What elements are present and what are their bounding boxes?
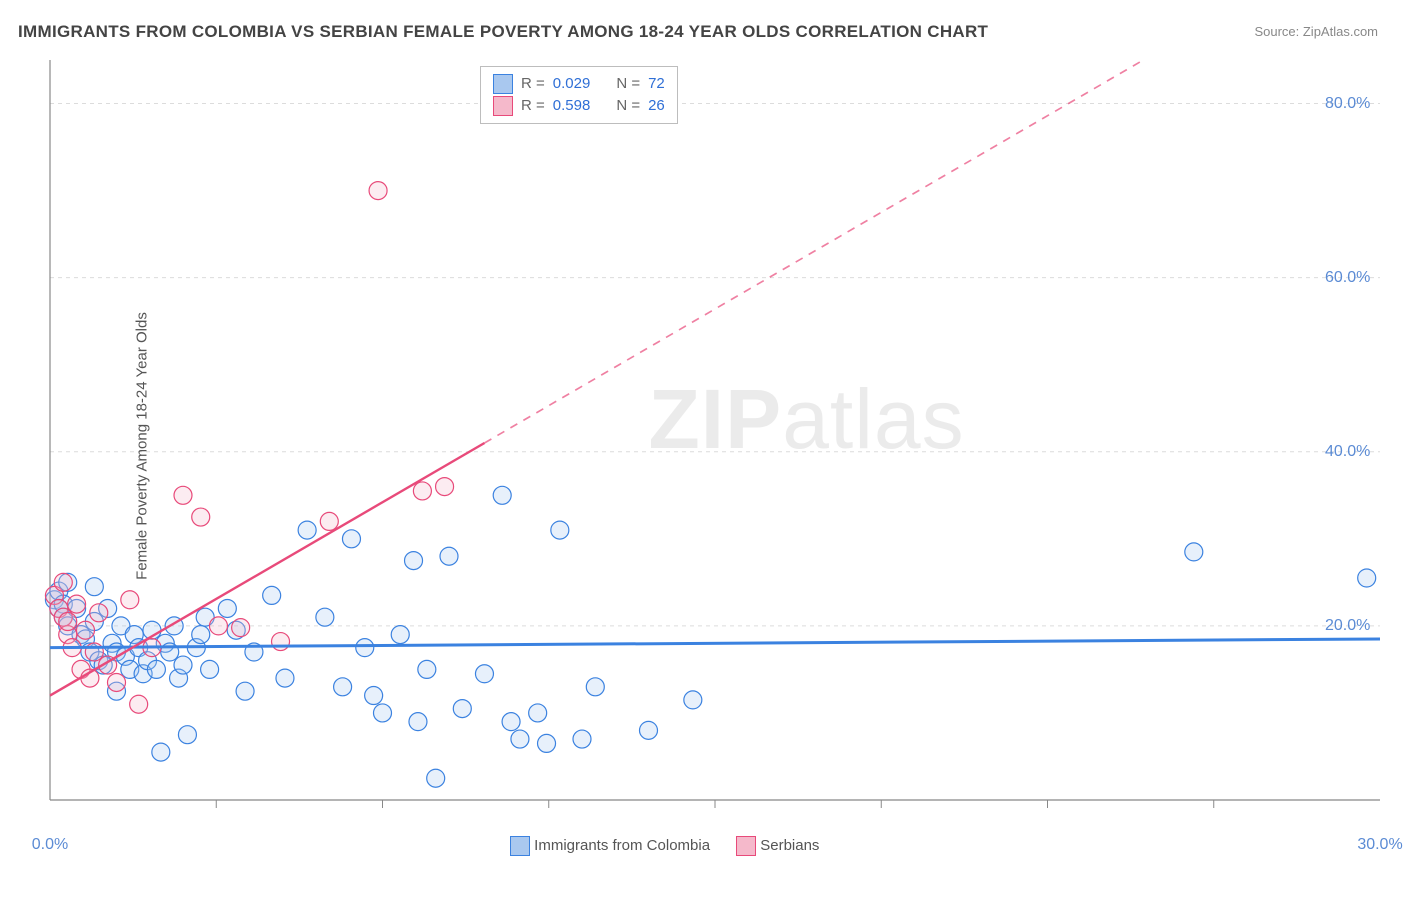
series-legend-item: Serbians <box>736 836 819 856</box>
data-point <box>1358 569 1376 587</box>
data-point <box>551 521 569 539</box>
data-point <box>413 482 431 500</box>
series-legend-item: Immigrants from Colombia <box>510 836 710 856</box>
data-point <box>174 656 192 674</box>
data-point <box>453 700 471 718</box>
data-point <box>174 486 192 504</box>
data-point <box>54 573 72 591</box>
legend-n-label: N = <box>616 73 640 95</box>
data-point <box>405 552 423 570</box>
y-tick-label: 60.0% <box>1325 269 1370 287</box>
data-point <box>218 599 236 617</box>
scatter-plot <box>0 0 1406 892</box>
data-point <box>684 691 702 709</box>
legend-swatch <box>510 836 530 856</box>
data-point <box>272 633 290 651</box>
legend-r-label: R = <box>521 95 545 117</box>
series-legend: Immigrants from Colombia Serbians <box>510 836 819 856</box>
data-point <box>192 626 210 644</box>
data-point <box>342 530 360 548</box>
data-point <box>334 678 352 696</box>
legend-row: R = 0.029 N = 72 <box>493 73 665 95</box>
data-point <box>391 626 409 644</box>
data-point <box>369 182 387 200</box>
y-tick-label: 40.0% <box>1325 443 1370 461</box>
correlation-legend: R = 0.029 N = 72 R = 0.598 N = 26 <box>480 66 678 124</box>
legend-n-value: 72 <box>648 73 665 95</box>
data-point <box>276 669 294 687</box>
data-point <box>192 508 210 526</box>
data-point <box>209 617 227 635</box>
legend-r-value: 0.029 <box>553 73 591 95</box>
data-point <box>108 673 126 691</box>
data-point <box>201 660 219 678</box>
data-point <box>365 687 383 705</box>
chart-container: IMMIGRANTS FROM COLOMBIA VS SERBIAN FEMA… <box>0 0 1406 892</box>
data-point <box>316 608 334 626</box>
data-point <box>529 704 547 722</box>
data-point <box>538 734 556 752</box>
data-point <box>76 621 94 639</box>
data-point <box>493 486 511 504</box>
data-point <box>68 595 86 613</box>
data-point <box>152 743 170 761</box>
source-attribution: Source: ZipAtlas.com <box>1254 24 1378 39</box>
data-point <box>1185 543 1203 561</box>
legend-n-label: N = <box>616 95 640 117</box>
x-tick-label: 0.0% <box>32 836 68 854</box>
data-point <box>85 578 103 596</box>
data-point <box>475 665 493 683</box>
data-point <box>236 682 254 700</box>
data-point <box>85 643 103 661</box>
data-point <box>59 613 77 631</box>
data-point <box>178 726 196 744</box>
data-point <box>502 713 520 731</box>
data-point <box>436 478 454 496</box>
legend-n-value: 26 <box>648 95 665 117</box>
data-point <box>130 695 148 713</box>
data-point <box>121 591 139 609</box>
series-name: Immigrants from Colombia <box>534 837 710 854</box>
data-point <box>427 769 445 787</box>
series-name: Serbians <box>760 837 819 854</box>
data-point <box>320 512 338 530</box>
data-point <box>263 586 281 604</box>
data-point <box>640 721 658 739</box>
y-axis-label: Female Poverty Among 18-24 Year Olds <box>133 312 150 580</box>
data-point <box>356 639 374 657</box>
data-point <box>440 547 458 565</box>
x-tick-label: 30.0% <box>1357 836 1402 854</box>
data-point <box>586 678 604 696</box>
data-point <box>418 660 436 678</box>
data-point <box>374 704 392 722</box>
data-point <box>409 713 427 731</box>
legend-swatch <box>493 96 513 116</box>
regression-line <box>50 443 484 696</box>
chart-title: IMMIGRANTS FROM COLOMBIA VS SERBIAN FEMA… <box>18 22 988 42</box>
data-point <box>511 730 529 748</box>
data-point <box>573 730 591 748</box>
legend-r-value: 0.598 <box>553 95 591 117</box>
data-point <box>298 521 316 539</box>
data-point <box>232 619 250 637</box>
data-point <box>147 660 165 678</box>
data-point <box>90 604 108 622</box>
legend-r-label: R = <box>521 73 545 95</box>
legend-row: R = 0.598 N = 26 <box>493 95 665 117</box>
legend-swatch <box>736 836 756 856</box>
y-tick-label: 80.0% <box>1325 95 1370 113</box>
legend-swatch <box>493 74 513 94</box>
y-tick-label: 20.0% <box>1325 617 1370 635</box>
regression-line <box>50 639 1380 648</box>
